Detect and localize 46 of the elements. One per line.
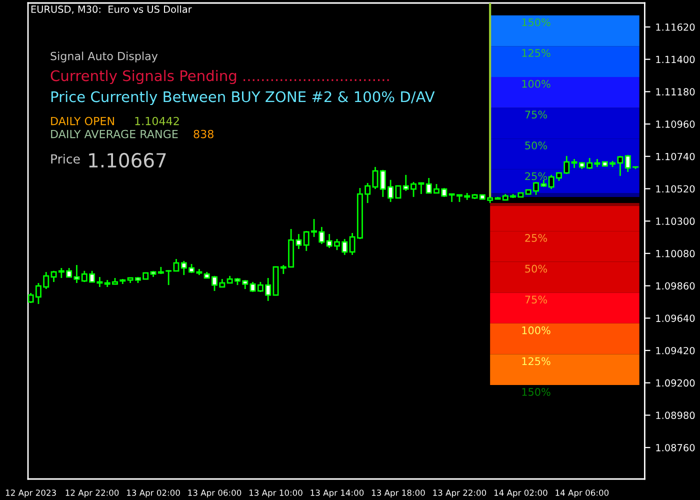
annotation: Signal Auto Display [50,52,158,62]
chart-title: EURUSD, M30: Euro vs US Dollar [31,5,192,14]
annotation: 75% [525,110,548,119]
y-tick-label: 1.09640 [656,314,695,322]
y-tick-label: 1.11400 [656,56,695,64]
y-tick-label: 1.11180 [656,88,695,96]
annotation: DAILY AVERAGE RANGE [51,130,178,138]
x-tick-label: 13 Apr 10:00 [250,490,302,498]
x-tick-label: 13 Apr 14:00 [310,490,364,498]
annotation: 1.10667 [89,152,166,168]
x-tick-label: 14 Apr 06:00 [556,490,609,498]
annotation: DAILY OPEN [51,116,114,126]
y-tick-label: 1.10080 [656,250,695,258]
y-tick-label: 1.09200 [656,379,695,387]
x-tick-label: 13 Apr 06:00 [188,490,242,498]
x-tick-label: 14 Apr 02:00 [494,490,548,498]
y-tick-label: 1.11620 [656,23,695,31]
annotation: Currently Signals Pending ................................ [50,70,389,84]
y-tick-label: 1.10520 [656,185,695,193]
annotation: 150% [522,18,550,26]
annotation: 75% [525,296,548,304]
y-tick-label: 1.09420 [656,346,695,354]
annotation: 1.10442 [135,116,179,126]
x-tick-label: 13 Apr 18:00 [372,490,425,498]
y-tick-label: 1.10960 [656,120,695,128]
annotation: 50% [525,142,548,150]
annotation: Price [51,154,80,164]
x-tick-label: 12 Apr 22:00 [66,490,119,498]
x-tick-label: 13 Apr 22:00 [433,490,486,498]
annotation: 25% [525,172,548,180]
y-tick-label: 1.08980 [656,412,695,420]
y-tick-label: 1.10300 [656,218,695,225]
annotation: 50% [525,264,548,273]
y-tick-label: 1.08760 [656,444,695,452]
y-tick-label: 1.10740 [656,152,695,160]
x-tick-label: 13 Apr 02:00 [127,490,180,498]
y-tick-label: 1.09860 [656,282,695,290]
annotation: 100% [522,80,550,88]
annotation: 838 [194,130,214,138]
annotation: 125% [522,49,550,57]
annotation: 25% [525,234,548,242]
x-tick-label: 12 Apr 2023 [6,490,56,498]
annotation: 125% [522,357,550,366]
annotation: 100% [522,326,550,334]
annotation: Price Currently Between BUY ZONE #2 & 100% D/AV [51,90,435,106]
annotation: 150% [522,388,550,396]
